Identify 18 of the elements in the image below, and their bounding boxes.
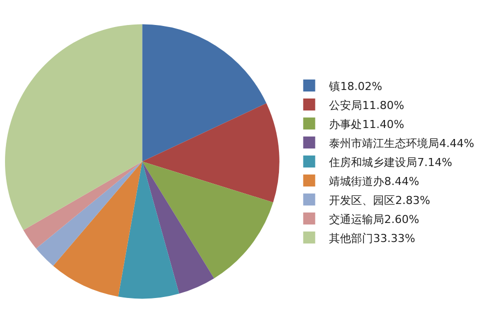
legend-label: 开发区、园区2.83% (329, 194, 430, 207)
legend-label: 其他部门33.33% (329, 232, 416, 245)
pie-slice (53, 162, 142, 297)
pie-slice (5, 24, 142, 230)
pie-slice (23, 162, 142, 248)
legend-label: 办事处11.40% (329, 118, 404, 131)
pie-slice (118, 162, 180, 299)
legend-label: 公安局11.80% (329, 98, 404, 112)
legend-label: 靖城街道办8.44% (329, 174, 420, 188)
legend-label: 交通运输局2.60% (329, 212, 420, 226)
pie-slice (142, 24, 266, 162)
pie-slice (142, 103, 280, 202)
legend-label: 住房和城乡建设局7.14% (329, 156, 452, 169)
legend-label: 镇18.02% (328, 80, 382, 93)
pie-slice (142, 162, 274, 278)
pie-slice (36, 162, 142, 266)
legend-label: 泰州市靖江生态环境局4.44% (329, 136, 474, 150)
pie-slice (142, 162, 214, 294)
